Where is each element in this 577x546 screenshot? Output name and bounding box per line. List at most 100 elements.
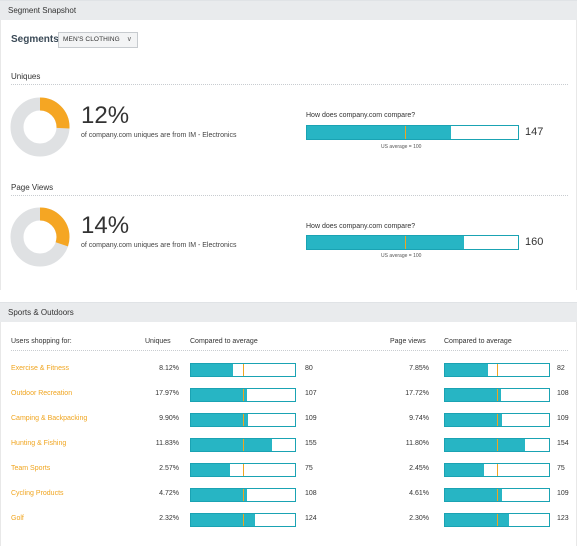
pageviews-label: Page Views bbox=[11, 183, 54, 192]
average-marker bbox=[497, 414, 498, 426]
uniques-compare-bar bbox=[190, 388, 296, 402]
category-link[interactable]: Team Sports bbox=[11, 465, 51, 472]
uniques-compare-bar bbox=[190, 463, 296, 477]
average-marker bbox=[497, 464, 498, 476]
uniques-compare-bar bbox=[190, 413, 296, 427]
pageviews-compare-title: How does company.com compare? bbox=[306, 223, 416, 230]
average-marker bbox=[497, 439, 498, 451]
uniques-index: 80 bbox=[305, 365, 313, 372]
average-marker bbox=[497, 489, 498, 501]
average-marker bbox=[243, 439, 244, 451]
bar-fill bbox=[445, 389, 502, 401]
uniques-index: 75 bbox=[305, 465, 313, 472]
uniques-value: 2.57% bbox=[159, 465, 179, 472]
bar-fill bbox=[307, 236, 465, 249]
col-users: Users shopping for: bbox=[11, 338, 72, 345]
category-link[interactable]: Outdoor Recreation bbox=[11, 390, 73, 397]
uniques-percent: 12% bbox=[81, 102, 130, 129]
uniques-value: 4.72% bbox=[159, 490, 179, 497]
bar-fill bbox=[191, 414, 248, 426]
uniques-value: 8.12% bbox=[159, 365, 179, 372]
bar-fill bbox=[191, 514, 256, 526]
uniques-index: 108 bbox=[305, 490, 317, 497]
uniques-average-note: US average = 100 bbox=[381, 144, 422, 150]
bar-fill bbox=[191, 489, 248, 501]
col-pageviews: Page views bbox=[390, 338, 426, 345]
pageviews-compare-bar bbox=[444, 438, 550, 452]
pageviews-percent: 14% bbox=[81, 212, 130, 239]
divider bbox=[11, 350, 568, 351]
pageviews-compare-bar bbox=[444, 388, 550, 402]
category-link[interactable]: Golf bbox=[11, 515, 24, 522]
uniques-compare-bar bbox=[306, 125, 519, 140]
divider bbox=[11, 84, 568, 85]
pageviews-index: 109 bbox=[557, 490, 569, 497]
pageviews-compare-bar bbox=[444, 363, 550, 377]
bar-fill bbox=[445, 414, 502, 426]
pageviews-compare-bar bbox=[444, 488, 550, 502]
pageviews-index: 82 bbox=[557, 365, 565, 372]
segment-dropdown[interactable]: MEN'S CLOTHING ∨ bbox=[58, 32, 138, 48]
uniques-value: 2.32% bbox=[159, 515, 179, 522]
uniques-donut bbox=[10, 97, 70, 157]
col-compared-pageviews: Compared to average bbox=[444, 338, 512, 345]
donut-fill bbox=[10, 207, 70, 267]
category-link[interactable]: Cycling Products bbox=[11, 490, 64, 497]
pageviews-index: 109 bbox=[557, 415, 569, 422]
pageviews-compare-bar bbox=[306, 235, 519, 250]
pageviews-value: 4.61% bbox=[409, 490, 429, 497]
chevron-down-icon: ∨ bbox=[126, 36, 132, 43]
uniques-compare-bar bbox=[190, 438, 296, 452]
donut-fill bbox=[10, 97, 70, 157]
sports-outdoors-panel: Users shopping for: Uniques Compared to … bbox=[0, 322, 577, 546]
pageviews-value: 17.72% bbox=[405, 390, 429, 397]
average-marker bbox=[243, 514, 244, 526]
uniques-index: 109 bbox=[305, 415, 317, 422]
category-link[interactable]: Camping & Backpacking bbox=[11, 415, 88, 422]
average-marker bbox=[497, 389, 498, 401]
average-marker bbox=[243, 364, 244, 376]
average-marker bbox=[405, 126, 407, 139]
average-marker bbox=[243, 389, 244, 401]
bar-fill bbox=[307, 126, 452, 139]
average-marker bbox=[405, 236, 407, 249]
segment-snapshot-header: Segment Snapshot bbox=[0, 0, 577, 20]
uniques-index: 107 bbox=[305, 390, 317, 397]
uniques-value: 17.97% bbox=[155, 390, 179, 397]
pageviews-value: 7.85% bbox=[409, 365, 429, 372]
uniques-compare-bar bbox=[190, 363, 296, 377]
pageviews-value: 2.45% bbox=[409, 465, 429, 472]
uniques-label: Uniques bbox=[11, 72, 41, 81]
uniques-index: 155 bbox=[305, 440, 317, 447]
pageviews-index: 75 bbox=[557, 465, 565, 472]
pageviews-value: 11.80% bbox=[405, 440, 429, 447]
average-marker bbox=[497, 364, 498, 376]
bar-fill bbox=[445, 514, 509, 526]
sports-outdoors-header: Sports & Outdoors bbox=[0, 302, 577, 322]
uniques-compare-title: How does company.com compare? bbox=[306, 112, 416, 119]
bar-fill bbox=[191, 464, 230, 476]
pageviews-description: of company.com uniques are from IM - Ele… bbox=[81, 242, 237, 249]
pageviews-value: 9.74% bbox=[409, 415, 429, 422]
average-marker bbox=[243, 489, 244, 501]
segment-snapshot-panel: Segments MEN'S CLOTHING ∨ Uniques 12% of… bbox=[0, 20, 577, 290]
pageviews-index: 154 bbox=[557, 440, 569, 447]
category-link[interactable]: Hunting & Fishing bbox=[11, 440, 67, 447]
average-marker bbox=[243, 414, 244, 426]
category-link[interactable]: Exercise & Fitness bbox=[11, 365, 69, 372]
pageviews-average-note: US average = 100 bbox=[381, 253, 422, 259]
segment-dropdown-value: MEN'S CLOTHING bbox=[63, 36, 120, 43]
average-marker bbox=[243, 464, 244, 476]
uniques-index: 124 bbox=[305, 515, 317, 522]
uniques-value: 11.83% bbox=[155, 440, 179, 447]
bar-fill bbox=[445, 364, 488, 376]
segments-label: Segments bbox=[11, 34, 59, 45]
uniques-value: 9.90% bbox=[159, 415, 179, 422]
col-uniques: Uniques bbox=[145, 338, 171, 345]
pageviews-index: 123 bbox=[557, 515, 569, 522]
col-compared-uniques: Compared to average bbox=[190, 338, 258, 345]
divider bbox=[11, 195, 568, 196]
pageviews-value: 2.30% bbox=[409, 515, 429, 522]
pageviews-index: 108 bbox=[557, 390, 569, 397]
bar-fill bbox=[445, 464, 484, 476]
